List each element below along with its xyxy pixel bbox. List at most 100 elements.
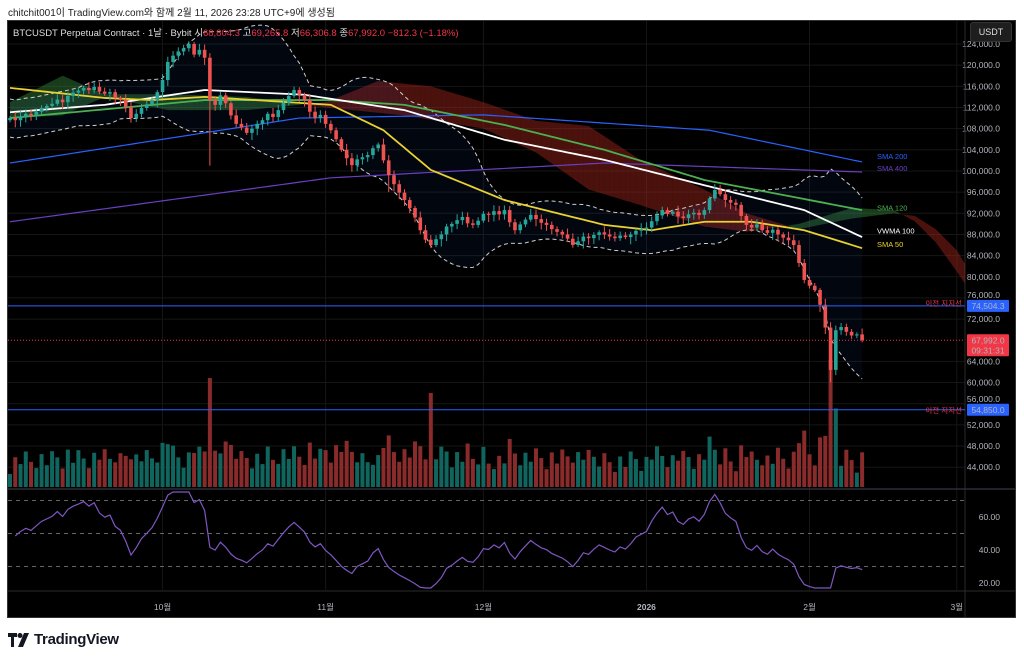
cloud-segment	[620, 146, 626, 201]
volume-bar	[812, 465, 817, 487]
cloud-segment	[436, 87, 442, 122]
volume-bar	[528, 461, 533, 487]
x-tick-label: 2026	[637, 602, 656, 612]
cloud-segment	[493, 105, 500, 136]
candle-body	[197, 49, 202, 55]
cloud-segment	[919, 219, 926, 232]
indicator-line-sma200	[9, 114, 863, 164]
candle-body	[739, 204, 743, 216]
indicator-label: SMA 200	[877, 152, 907, 161]
volume-bar	[328, 462, 333, 487]
candle-body	[187, 44, 191, 49]
candle-body	[765, 230, 770, 233]
candle-body	[755, 224, 759, 228]
candle-body	[229, 103, 233, 116]
y-tick-label: 108,000.0	[962, 124, 1000, 134]
indicator-label: VWMA 100	[877, 226, 915, 235]
volume-bar	[744, 457, 749, 487]
volume-bar	[633, 459, 638, 487]
cloud-segment	[288, 102, 295, 106]
candle-body	[381, 144, 386, 161]
volume-bar	[428, 393, 433, 487]
volume-bar	[92, 452, 97, 487]
cloud-segment	[809, 219, 815, 228]
candle-body	[323, 114, 328, 124]
volume-bar	[697, 454, 702, 487]
cloud-segment	[446, 91, 452, 124]
candle-body	[471, 223, 475, 225]
cloud-segment	[951, 245, 957, 272]
volume-bar	[660, 456, 665, 487]
currency-button[interactable]: USDT	[970, 22, 1012, 42]
volume-bar	[854, 472, 859, 487]
candle-body	[213, 100, 217, 105]
high-label: 고	[242, 28, 252, 39]
cloud-segment	[593, 129, 600, 193]
cloud-segment	[162, 94, 168, 111]
cloud-segment	[299, 103, 305, 105]
cloud-segment	[814, 217, 821, 226]
cloud-segment	[935, 229, 942, 250]
volume-bar	[397, 461, 402, 487]
cloud-segment	[683, 179, 689, 222]
volume-bar	[18, 464, 23, 487]
volume-bar	[481, 446, 486, 487]
candle-body	[565, 234, 570, 239]
candle-body	[139, 108, 144, 114]
candle-body	[134, 113, 139, 119]
candle-body	[770, 229, 775, 233]
candle-body	[839, 327, 843, 331]
y-tick-label: 120,000.0	[962, 60, 1000, 70]
y-tick-label: 56,000.0	[967, 394, 1000, 404]
indicator-label: SMA 50	[877, 240, 903, 249]
volume-bar	[507, 438, 512, 487]
support-price-value: 54,850.0	[971, 405, 1004, 415]
tradingview-logo[interactable]: TradingView	[8, 631, 119, 648]
cloud-segment	[567, 123, 573, 179]
volume-bar	[391, 452, 396, 487]
candle-body	[397, 184, 402, 193]
volume-bar	[502, 463, 507, 487]
volume-bar	[386, 435, 391, 487]
cloud-segment	[651, 165, 657, 211]
y-tick-label: 64,000.0	[967, 356, 1000, 366]
cloud-segment	[962, 259, 965, 284]
candle-body	[634, 230, 638, 235]
symbol-title[interactable]: BTCUSDT Perpetual Contract · 1날 · Bybit	[13, 28, 192, 39]
volume-bar	[439, 446, 444, 487]
volume-bar	[370, 464, 375, 487]
volume-bar	[197, 446, 202, 487]
y-tick-label: 80,000.0	[967, 272, 1000, 282]
y-tick-label: 96,000.0	[967, 187, 1000, 197]
volume-bar	[818, 437, 823, 487]
cloud-segment	[399, 83, 405, 116]
low-label: 저	[290, 28, 300, 39]
volume-bar	[44, 465, 49, 487]
indicator-label: SMA 400	[877, 164, 907, 173]
candle-body	[586, 236, 591, 239]
volume-bar	[765, 455, 770, 487]
cloud-segment	[614, 143, 621, 199]
candle-body	[639, 229, 643, 231]
cloud-segment	[904, 214, 910, 219]
candle-body	[828, 327, 833, 370]
volume-bar	[260, 464, 265, 487]
candle-body	[855, 334, 859, 336]
cloud-segment	[294, 103, 300, 106]
candle-body	[539, 219, 544, 223]
candle-body	[371, 148, 375, 156]
candle-body	[686, 214, 691, 219]
candle-body	[549, 224, 554, 230]
open-label: 시	[194, 28, 203, 39]
candle-body	[507, 210, 512, 223]
volume-bar	[128, 459, 133, 487]
cloud-segment	[862, 208, 868, 218]
cloud-segment	[925, 222, 931, 238]
support-price-tag	[967, 403, 1009, 416]
cloud-segment	[451, 92, 458, 125]
volume-bar	[123, 455, 128, 487]
volume-bar	[565, 456, 570, 487]
candle-body	[434, 239, 438, 246]
cloud-segment	[662, 170, 668, 215]
